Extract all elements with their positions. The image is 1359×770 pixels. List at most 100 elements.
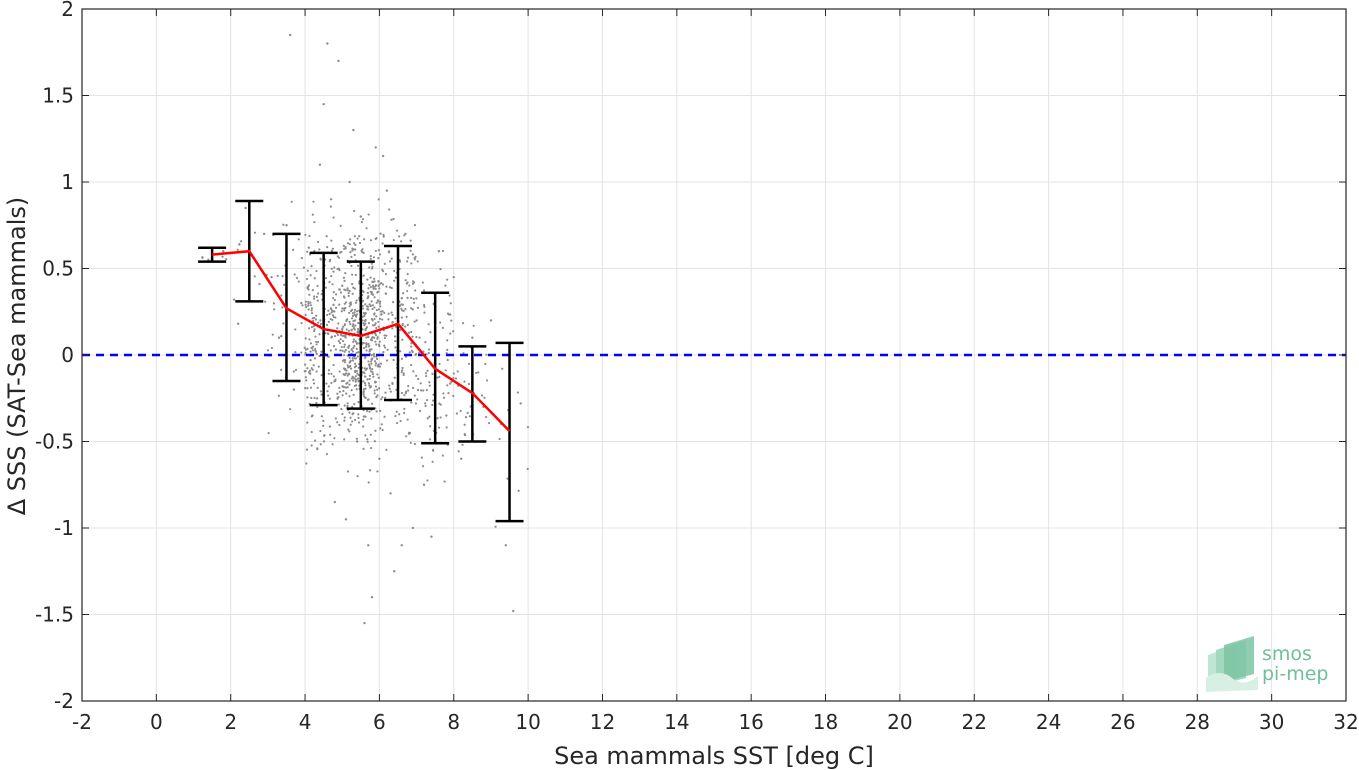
scatter-point (343, 309, 346, 312)
scatter-point (236, 322, 240, 326)
scatter-point (358, 235, 361, 238)
scatter-point (380, 398, 383, 401)
scatter-point (355, 299, 358, 302)
scatter-point (378, 365, 381, 368)
scatter-point (370, 300, 373, 303)
scatter-point (322, 419, 325, 422)
scatter-point (427, 323, 430, 326)
scatter-point (426, 369, 429, 372)
scatter-point (378, 302, 382, 305)
scatter-point (341, 307, 344, 310)
scatter-point (352, 323, 355, 326)
scatter-points (201, 33, 530, 625)
scatter-point (325, 452, 329, 456)
scatter-point (391, 321, 394, 324)
scatter-point (364, 327, 367, 331)
scatter-point (291, 248, 295, 252)
scatter-point (371, 373, 375, 376)
scatter-point (414, 352, 418, 356)
scatter-point (392, 301, 395, 304)
error-bars (198, 199, 524, 523)
y-tick-label: 1.5 (42, 84, 74, 108)
scatter-point (319, 319, 322, 322)
scatter-point (365, 345, 368, 348)
scatter-point (307, 304, 310, 307)
scatter-point (375, 343, 378, 346)
scatter-point (344, 301, 348, 304)
scatter-point (387, 318, 390, 321)
scatter-point (308, 338, 311, 341)
scatter-point (317, 321, 320, 324)
x-tick-label: 18 (813, 710, 838, 734)
scatter-point (372, 280, 375, 284)
scatter-point (428, 384, 431, 387)
scatter-point (455, 412, 458, 415)
scatter-point (330, 249, 333, 252)
scatter-point (367, 398, 370, 401)
scatter-point (309, 350, 312, 353)
scatter-point (393, 335, 397, 338)
scatter-point (354, 315, 358, 318)
scatter-point (463, 434, 467, 437)
scatter-point (379, 427, 382, 430)
scatter-point (367, 213, 370, 216)
scatter-point (517, 489, 520, 492)
scatter-point (346, 287, 349, 290)
scatter-point (369, 257, 372, 261)
scatter-point (276, 274, 279, 278)
scatter-point (437, 250, 441, 253)
scatter-point (362, 391, 365, 394)
scatter-point (406, 256, 410, 259)
x-tick-label: 14 (664, 710, 689, 734)
scatter-point (244, 206, 247, 210)
scatter-point (359, 215, 363, 218)
y-tick-label: -1 (54, 516, 74, 540)
scatter-point (399, 350, 402, 353)
scatter-point (343, 361, 347, 364)
scatter-point (313, 221, 316, 224)
scatter-point (408, 351, 411, 354)
scatter-point (456, 370, 459, 373)
scatter-point (303, 346, 306, 349)
scatter-point (378, 287, 381, 290)
y-tick-label: -0.5 (35, 430, 74, 454)
x-tick-label: 28 (1185, 710, 1210, 734)
scatter-point (322, 424, 325, 427)
scatter-point (407, 389, 410, 392)
scatter-point (367, 544, 370, 547)
scatter-point (428, 381, 431, 384)
scatter-point (405, 435, 408, 438)
scatter-point (320, 393, 323, 396)
scatter-point (367, 322, 371, 325)
scatter-point (373, 306, 376, 309)
scatter-point (356, 372, 359, 375)
scatter-point (357, 321, 360, 325)
scatter-point (348, 350, 351, 353)
scatter-point (410, 342, 413, 345)
scatter-point (344, 272, 347, 275)
scatter-point (368, 384, 371, 387)
scatter-point (411, 526, 415, 530)
scatter-point (445, 414, 448, 417)
scatter-point (375, 309, 378, 312)
scatter-point (297, 280, 300, 283)
scatter-point (460, 457, 463, 460)
scatter-point (350, 348, 353, 351)
scatter-point (372, 287, 375, 290)
scatter-point (318, 163, 322, 166)
scatter-point (332, 345, 336, 348)
scatter-point (430, 535, 433, 538)
scatter-point (438, 362, 441, 365)
scatter-point (410, 262, 413, 265)
scatter-point (354, 370, 357, 374)
scatter-point (428, 438, 432, 441)
scatter-point (331, 443, 334, 446)
scatter-point (484, 362, 487, 366)
scatter-point (353, 366, 357, 369)
scatter-point (362, 290, 365, 293)
scatter-point (446, 339, 449, 342)
scatter-point (364, 384, 367, 387)
scatter-point (313, 249, 316, 253)
scatter-point (374, 322, 377, 325)
scatter-point (325, 323, 329, 327)
